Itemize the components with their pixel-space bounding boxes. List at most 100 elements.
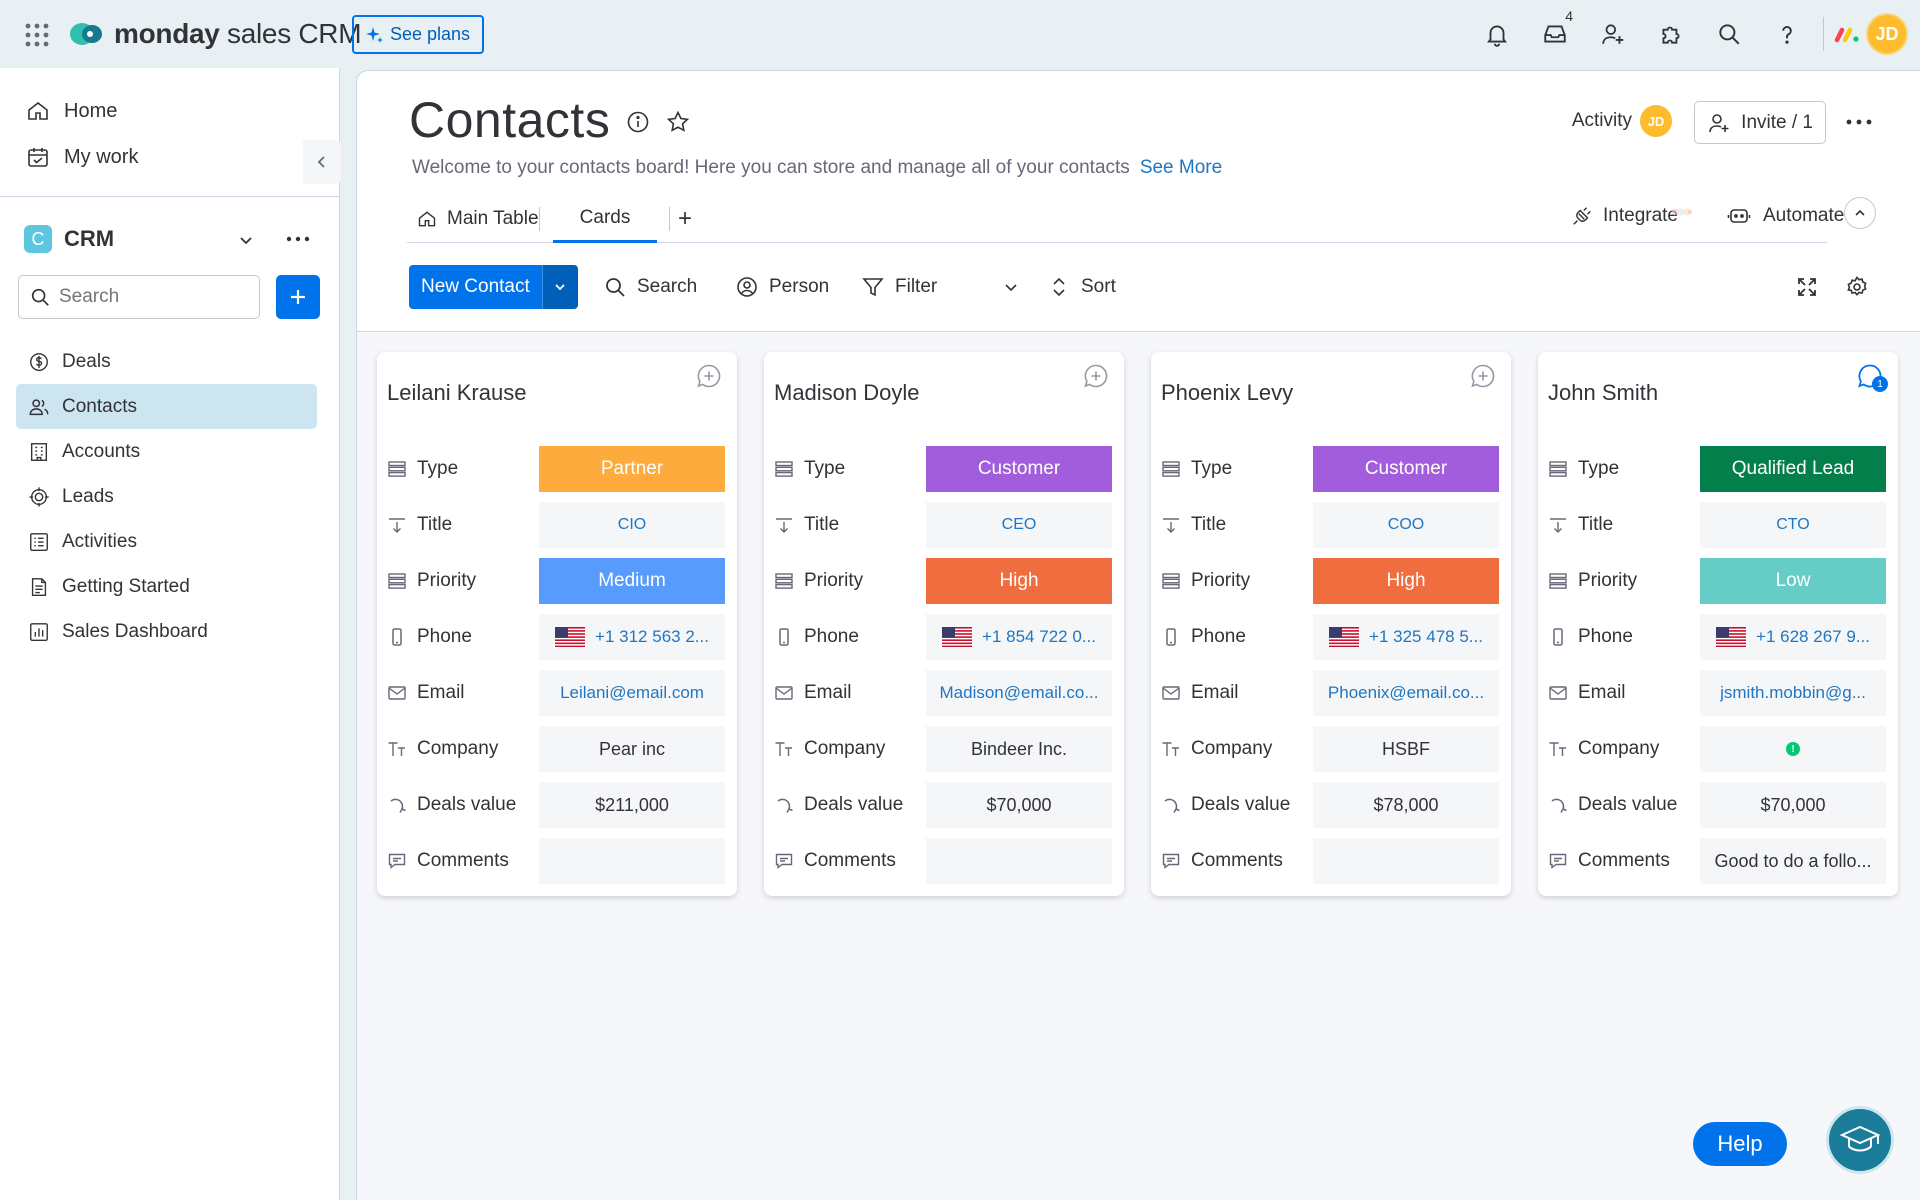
integrate-button[interactable]: Integrate	[1571, 205, 1692, 227]
email-value[interactable]: Madison@email.co...	[926, 670, 1112, 716]
notifications-button[interactable]	[1475, 12, 1519, 56]
sidebar-item-accounts[interactable]: Accounts	[16, 429, 317, 474]
card-updates-button[interactable]	[1469, 362, 1497, 390]
company-value[interactable]: Pear inc	[539, 726, 725, 772]
card-name[interactable]: Leilani Krause	[387, 380, 527, 405]
comments-value[interactable]	[539, 838, 725, 884]
bell-icon	[1487, 25, 1507, 47]
collapse-sidebar-button[interactable]	[303, 140, 341, 184]
nav-my-work[interactable]: My work	[0, 134, 339, 180]
sort-button[interactable]: Sort	[1047, 265, 1116, 309]
help-center-button[interactable]	[1765, 12, 1809, 56]
phone-value[interactable]: +1 628 267 9...	[1700, 614, 1886, 660]
contact-card[interactable]: Leilani Krause Type Partner Title CIO Pr…	[377, 352, 737, 896]
sidebar-item-activities[interactable]: Activities	[16, 519, 317, 564]
title-tag[interactable]: COO	[1313, 502, 1499, 548]
deals-value[interactable]: $70,000	[926, 782, 1112, 828]
sidebar-search-input[interactable]	[59, 286, 239, 308]
company-value[interactable]: HSBF	[1313, 726, 1499, 772]
comments-value[interactable]	[926, 838, 1112, 884]
sidebar-search[interactable]	[18, 275, 260, 319]
see-plans-button[interactable]: See plans	[352, 15, 485, 54]
field-phone: Phone +1 325 478 5...	[1161, 614, 1505, 660]
contact-card[interactable]: John Smith 1 Type Qualified Lead Title C…	[1538, 352, 1898, 896]
invite-button[interactable]: Invite / 1	[1694, 101, 1826, 144]
apps-grid-icon[interactable]	[24, 22, 50, 48]
fullscreen-button[interactable]	[1795, 265, 1829, 309]
comments-value[interactable]	[1313, 838, 1499, 884]
priority-status[interactable]: Medium	[539, 558, 725, 604]
email-value[interactable]: jsmith.mobbin@g...	[1700, 670, 1886, 716]
type-status[interactable]: Customer	[1313, 446, 1499, 492]
deals-value[interactable]: $78,000	[1313, 782, 1499, 828]
invite-members-button[interactable]	[1591, 12, 1635, 56]
card-name[interactable]: Phoenix Levy	[1161, 380, 1294, 405]
text-column-icon	[1549, 742, 1566, 756]
comments-value[interactable]: Good to do a follo...	[1700, 838, 1886, 884]
help-button[interactable]: Help	[1693, 1122, 1787, 1166]
chevron-down-icon[interactable]	[236, 231, 256, 251]
card-updates-button[interactable]	[695, 362, 723, 390]
view-settings-button[interactable]	[1845, 265, 1879, 309]
info-icon[interactable]	[625, 109, 651, 135]
see-more-link[interactable]: See More	[1139, 157, 1223, 178]
automate-button[interactable]: Automate	[1727, 205, 1844, 227]
workspace-selector[interactable]: C CRM	[0, 209, 339, 269]
tab-cards[interactable]: Cards	[553, 195, 657, 243]
card-updates-button[interactable]: 1	[1856, 362, 1888, 392]
nav-home[interactable]: Home	[0, 88, 339, 134]
priority-status[interactable]: High	[926, 558, 1112, 604]
new-contact-button[interactable]: New Contact	[409, 265, 578, 309]
company-value[interactable]: !	[1700, 726, 1886, 772]
learning-center-button[interactable]	[1826, 1106, 1894, 1174]
us-flag-icon	[555, 627, 586, 647]
deals-value[interactable]: $211,000	[539, 782, 725, 828]
apps-marketplace-button[interactable]	[1649, 12, 1693, 56]
person-filter-button[interactable]: Person	[735, 265, 829, 309]
page-title[interactable]: Contacts	[409, 92, 611, 148]
add-board-button[interactable]	[276, 275, 320, 319]
email-value[interactable]: Phoenix@email.co...	[1313, 670, 1499, 716]
user-avatar[interactable]: JD	[1866, 13, 1908, 55]
card-name[interactable]: John Smith	[1548, 380, 1659, 405]
us-flag-icon	[1716, 627, 1747, 647]
sidebar-item-contacts[interactable]: Contacts	[16, 384, 317, 429]
monday-mark-icon[interactable]	[1834, 21, 1860, 47]
phone-value[interactable]: +1 325 478 5...	[1313, 614, 1499, 660]
company-value[interactable]: Bindeer Inc.	[926, 726, 1112, 772]
toolbar-search-button[interactable]: Search	[603, 265, 697, 309]
global-search-button[interactable]	[1707, 12, 1751, 56]
title-tag[interactable]: CTO	[1700, 502, 1886, 548]
sidebar-item-leads[interactable]: Leads	[16, 474, 317, 519]
board-options-icon[interactable]	[1844, 109, 1874, 135]
filter-dropdown[interactable]	[1003, 265, 1019, 309]
card-name[interactable]: Madison Doyle	[774, 380, 920, 405]
add-view-button[interactable]: +	[677, 205, 692, 232]
filter-button[interactable]: Filter	[861, 265, 937, 309]
sidebar-item-sales-dashboard[interactable]: Sales Dashboard	[16, 609, 317, 654]
title-tag[interactable]: CIO	[539, 502, 725, 548]
sidebar-item-deals[interactable]: Deals	[16, 339, 317, 384]
star-icon[interactable]	[665, 109, 691, 135]
priority-status[interactable]: High	[1313, 558, 1499, 604]
contact-card[interactable]: Madison Doyle Type Customer Title CEO Pr…	[764, 352, 1124, 896]
tab-main-table[interactable]: Main Table	[417, 195, 539, 243]
sidebar-item-getting-started[interactable]: Getting Started	[16, 564, 317, 609]
priority-status[interactable]: Low	[1700, 558, 1886, 604]
inbox-button[interactable]: 4	[1533, 8, 1577, 56]
phone-value[interactable]: +1 312 563 2...	[539, 614, 725, 660]
collapse-header-button[interactable]	[1844, 197, 1876, 229]
new-contact-dropdown[interactable]	[541, 265, 578, 309]
activity-button[interactable]: Activity JD	[1572, 105, 1672, 137]
deals-value[interactable]: $70,000	[1700, 782, 1886, 828]
type-status[interactable]: Partner	[539, 446, 725, 492]
email-value[interactable]: Leilani@email.com	[539, 670, 725, 716]
workspace-options-icon[interactable]	[284, 229, 312, 249]
type-status[interactable]: Customer	[926, 446, 1112, 492]
type-status[interactable]: Qualified Lead	[1700, 446, 1886, 492]
contact-card[interactable]: Phoenix Levy Type Customer Title COO Pri…	[1151, 352, 1511, 896]
app-logo[interactable]: monday sales CRM	[68, 18, 362, 50]
phone-value[interactable]: +1 854 722 0...	[926, 614, 1112, 660]
card-updates-button[interactable]	[1082, 362, 1110, 390]
title-tag[interactable]: CEO	[926, 502, 1112, 548]
